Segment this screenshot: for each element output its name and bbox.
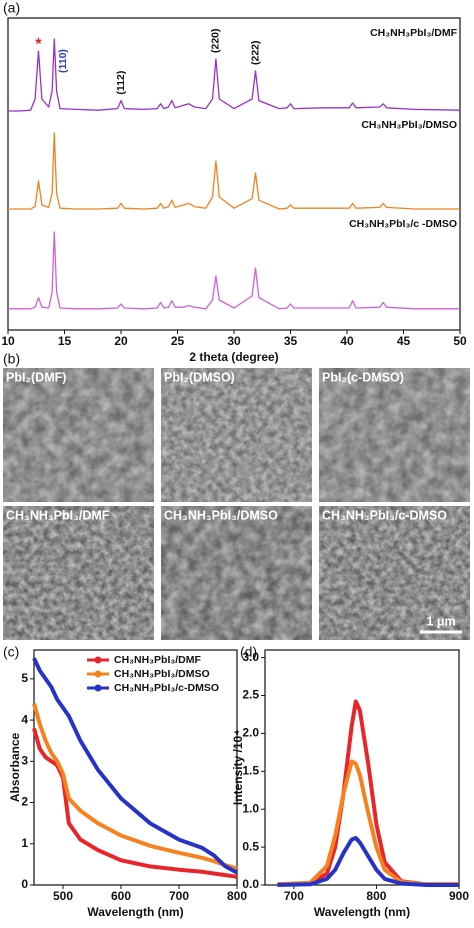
data-line <box>32 727 238 879</box>
data-line <box>8 231 460 310</box>
scale-bar-label: 1 μm <box>426 614 455 628</box>
plot-frame <box>33 649 238 886</box>
x-tick-label: 500 <box>53 889 73 903</box>
y-tick-label: 0.5 <box>242 839 259 853</box>
sem-image <box>161 368 312 502</box>
panel-label: (a) <box>3 0 20 16</box>
sem-label: PbI₂(DMF) <box>6 370 66 384</box>
panel-label: (d) <box>240 644 257 660</box>
sem-image <box>319 368 470 502</box>
x-tick-label: 800 <box>366 889 386 903</box>
legend-entry: CH₃NH₃PbI₃/c-DMSO <box>114 682 219 694</box>
y-tick-label: 0.0 <box>242 877 259 891</box>
panel-label: (c) <box>3 644 19 660</box>
x-tick-label: 50 <box>453 334 467 348</box>
y-axis-label: Intensity /10⁴ <box>231 730 245 805</box>
plot-frame <box>264 649 460 886</box>
x-tick-label: 600 <box>111 889 131 903</box>
y-tick-label: 1 <box>21 836 28 850</box>
sem-label: PbI₂(DMSO) <box>164 370 235 384</box>
peak-annotation: (110) <box>57 49 69 73</box>
x-tick-label: 15 <box>58 334 72 348</box>
data-line <box>8 38 461 112</box>
sem-label: CH₃NH₃PbI₃/DMF <box>6 508 110 522</box>
peak-annotation: (112) <box>115 71 127 95</box>
x-tick-label: 35 <box>284 334 298 348</box>
x-axis-label: Wavelength (nm) <box>314 905 410 919</box>
data-line <box>32 657 238 875</box>
y-tick-label: 1.5 <box>242 763 259 777</box>
y-tick-label: 4 <box>21 712 28 726</box>
sem-label: CH₃NH₃PbI₃/c-DMSO <box>322 508 447 522</box>
x-tick-label: 800 <box>227 889 247 903</box>
x-tick-label: 700 <box>284 889 304 903</box>
y-tick-label: 2.5 <box>242 688 259 702</box>
series-label: CH₃NH₃PbI₃/DMF <box>370 27 457 39</box>
peak-annotation: (222) <box>249 40 261 65</box>
series-label: CH₃NH₃PbI₃/c -DMSO <box>349 218 457 230</box>
x-tick-label: 700 <box>169 889 189 903</box>
x-tick-label: 30 <box>227 334 241 348</box>
y-axis-label: Absorbance <box>8 733 22 803</box>
y-tick-label: 3 <box>21 753 28 767</box>
y-tick-label: 3.0 <box>242 650 259 664</box>
peak-annotation: * <box>35 36 42 53</box>
legend-marker <box>94 684 102 692</box>
data-line <box>277 836 459 887</box>
x-tick-label: 40 <box>340 334 354 348</box>
sem-image <box>319 506 470 640</box>
y-tick-label: 2 <box>21 795 28 809</box>
x-axis-label: Wavelength (nm) <box>87 905 183 919</box>
data-line <box>277 759 459 887</box>
data-line <box>8 132 460 210</box>
x-tick-label: 20 <box>114 334 128 348</box>
x-tick-label: 900 <box>449 889 469 903</box>
series-label: CH₃NH₃PbI₃/DMSO <box>361 119 457 131</box>
legend-entry: CH₃NH₃PbI₃/DMSO <box>114 668 210 680</box>
sem-label: CH₃NH₃PbI₃/DMSO <box>164 508 278 522</box>
x-tick-label: 45 <box>397 334 411 348</box>
sem-image <box>161 506 312 640</box>
y-tick-label: 1.0 <box>242 801 259 815</box>
sem-label: PbI₂(c-DMSO) <box>322 370 404 384</box>
data-line <box>32 703 238 871</box>
sem-image <box>3 506 154 640</box>
y-tick-label: 5 <box>21 671 28 685</box>
x-axis-label: 2 theta (degree) <box>189 350 278 364</box>
legend-marker <box>94 656 102 664</box>
y-tick-label: 0 <box>21 877 28 891</box>
x-tick-label: 25 <box>171 334 185 348</box>
legend-entry: CH₃NH₃PbI₃/DMF <box>114 654 201 666</box>
legend-marker <box>94 670 102 678</box>
peak-annotation: (220) <box>210 28 222 53</box>
x-tick-label: 10 <box>1 334 15 348</box>
panel-label: (b) <box>3 351 20 367</box>
sem-image <box>3 368 154 502</box>
plot-frame <box>7 17 461 331</box>
y-tick-label: 2.0 <box>242 726 259 740</box>
